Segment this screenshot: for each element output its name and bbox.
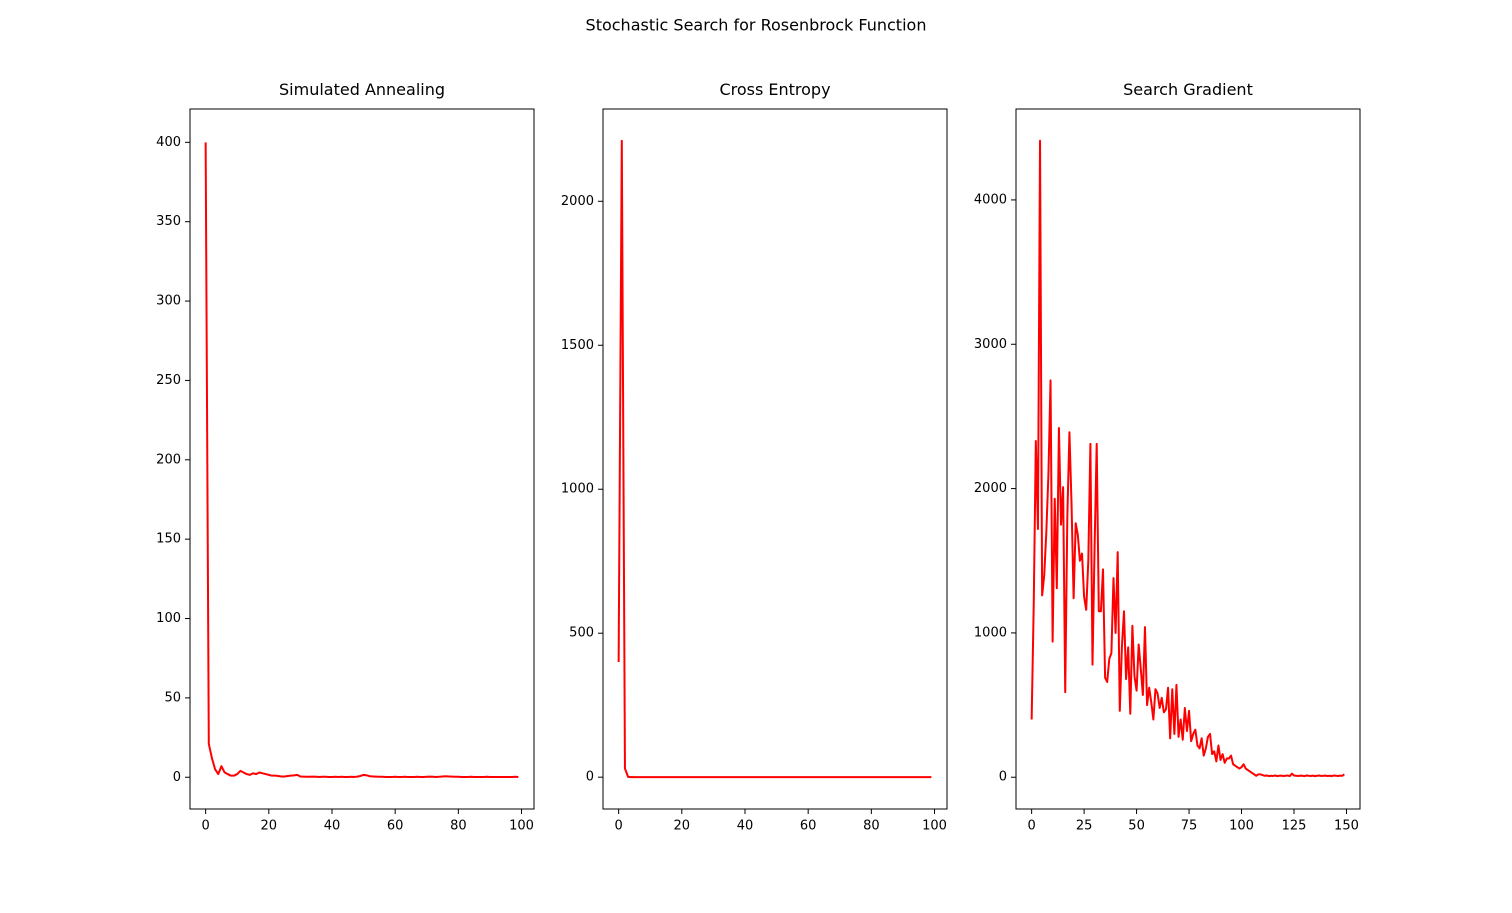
x-tick-label: 20 bbox=[674, 819, 691, 834]
y-tick-label: 2000 bbox=[561, 194, 594, 209]
x-tick-label: 100 bbox=[1229, 819, 1254, 834]
subplot-title: Simulated Annealing bbox=[279, 80, 445, 99]
y-tick-label: 250 bbox=[156, 373, 181, 388]
x-tick-label: 80 bbox=[450, 819, 467, 834]
y-tick-label: 1500 bbox=[561, 338, 594, 353]
x-tick-label: 40 bbox=[324, 819, 341, 834]
axes-frame bbox=[1015, 108, 1361, 810]
x-tick-label: 50 bbox=[1128, 819, 1145, 834]
y-tick-label: 350 bbox=[156, 214, 181, 229]
x-tick-label: 75 bbox=[1181, 819, 1198, 834]
subplot-title: Cross Entropy bbox=[719, 80, 830, 99]
x-tick-label: 150 bbox=[1334, 819, 1359, 834]
y-tick-label: 300 bbox=[156, 294, 181, 309]
y-tick-label: 100 bbox=[156, 611, 181, 626]
x-tick-label: 25 bbox=[1076, 819, 1093, 834]
axes-frame bbox=[189, 108, 535, 810]
y-tick-label: 400 bbox=[156, 135, 181, 150]
y-tick-label: 4000 bbox=[974, 192, 1007, 207]
y-tick-label: 0 bbox=[586, 770, 594, 785]
x-tick-label: 40 bbox=[737, 819, 754, 834]
x-tick-label: 0 bbox=[1027, 819, 1035, 834]
subplot-title: Search Gradient bbox=[1123, 80, 1253, 99]
y-tick-label: 0 bbox=[999, 770, 1007, 785]
x-tick-label: 20 bbox=[261, 819, 278, 834]
y-tick-label: 50 bbox=[164, 690, 181, 705]
y-tick-label: 150 bbox=[156, 532, 181, 547]
line-series bbox=[617, 139, 932, 779]
axes-frame bbox=[602, 108, 948, 810]
y-tick-label: 2000 bbox=[974, 481, 1007, 496]
y-tick-label: 1000 bbox=[974, 625, 1007, 640]
line-series bbox=[1030, 139, 1345, 778]
x-tick-label: 80 bbox=[863, 819, 880, 834]
figure-title: Stochastic Search for Rosenbrock Functio… bbox=[586, 16, 927, 35]
y-tick-label: 500 bbox=[569, 626, 594, 641]
y-tick-label: 0 bbox=[173, 770, 181, 785]
x-tick-label: 60 bbox=[387, 819, 404, 834]
line-series bbox=[204, 142, 519, 778]
y-tick-label: 3000 bbox=[974, 337, 1007, 352]
y-tick-label: 200 bbox=[156, 452, 181, 467]
x-tick-label: 60 bbox=[800, 819, 817, 834]
x-tick-label: 0 bbox=[614, 819, 622, 834]
x-tick-label: 0 bbox=[201, 819, 209, 834]
y-tick-label: 1000 bbox=[561, 482, 594, 497]
x-tick-label: 125 bbox=[1282, 819, 1307, 834]
x-tick-label: 100 bbox=[509, 819, 534, 834]
x-tick-label: 100 bbox=[922, 819, 947, 834]
